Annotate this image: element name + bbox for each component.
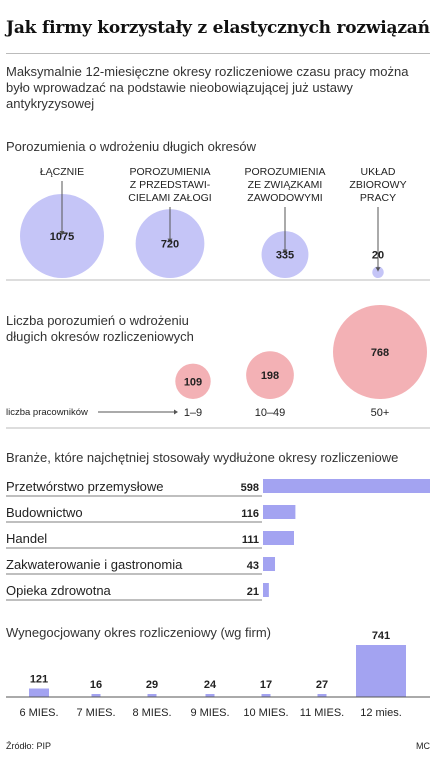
chart2-bubble-0: [175, 363, 211, 399]
chart3-category-label: Zakwaterowanie i gastronomia: [6, 557, 183, 572]
chart4-category-label: 11 MIES.: [300, 707, 344, 719]
chart4-value-label: 121: [30, 674, 48, 686]
chart1-category-label: ZBIOROWY: [349, 179, 406, 191]
chart4-value-label: 16: [90, 679, 102, 691]
chart4-category-label: 7 MIES.: [76, 707, 115, 719]
chart2-title: długich okresów rozliczeniowych: [6, 329, 194, 344]
author-credit: MC: [416, 741, 430, 751]
chart1-leader-arrow: [375, 267, 381, 272]
chart3-bar-0: [263, 479, 430, 493]
chart2-category-label: 50+: [371, 407, 390, 419]
chart3-category-label: Handel: [6, 531, 47, 546]
chart2-value-label: 768: [371, 347, 389, 359]
chart4-value-label: 24: [204, 679, 217, 691]
chart3-category-label: Przetwórstwo przemysłowe: [6, 479, 164, 494]
chart2-value-label: 109: [184, 376, 202, 388]
chart4-bar-0: [29, 688, 49, 697]
title-divider: [6, 53, 430, 54]
chart3-value-label: 116: [241, 508, 259, 520]
chart1-category-label: UKŁAD: [360, 166, 395, 178]
chart1-value-label: 1075: [50, 231, 74, 243]
chart1-category-label: CIELAMI ZAŁOGI: [128, 192, 211, 204]
chart1-category-label: PRACY: [360, 192, 396, 204]
chart3-category-label: Budownictwo: [6, 505, 83, 520]
chart1-title: Porozumienia o wdrożeniu długich okresów: [6, 139, 257, 154]
chart4-value-label: 27: [316, 679, 328, 691]
page-subtitle: Maksymalnie 12-miesięczne okresy rozlicz…: [6, 64, 409, 111]
chart4-value-label: 29: [146, 679, 158, 691]
chart3-category-label: Opieka zdrowotna: [6, 583, 112, 598]
chart4-category-label: 10 MIES.: [243, 707, 288, 719]
chart4-value-label: 741: [372, 630, 390, 642]
chart2-x-axis-label: liczba pracowników: [6, 407, 88, 418]
chart3-value-label: 43: [247, 560, 259, 572]
chart2-value-label: 198: [261, 370, 279, 382]
chart3-bar-1: [263, 505, 296, 519]
chart1-bubble-0: [20, 194, 104, 278]
chart3-bar-2: [263, 531, 294, 545]
page-title: Jak firmy korzystały z elastycznych rozw…: [6, 18, 430, 38]
chart2-bubble-2: [333, 305, 427, 399]
chart3-bar-4: [263, 583, 269, 597]
chart4-bar-1: [91, 694, 101, 697]
chart4-category-label: 6 MIES.: [19, 707, 58, 719]
chart1-category-label: ZAWODOWYMI: [247, 192, 322, 204]
chart1-leader-arrow: [167, 238, 173, 243]
chart2-bubble-1: [246, 351, 294, 400]
chart1-bubble-1: [135, 209, 205, 278]
chart3-bar-3: [263, 557, 276, 571]
chart1-bubble-3: [372, 266, 384, 278]
chart4-bar-5: [317, 694, 327, 697]
chart3-title: Branże, które najchętniej stosowały wydł…: [6, 450, 398, 465]
chart1-category-label: POROZUMIENIA: [244, 166, 325, 178]
chart2-category-label: 10–49: [255, 407, 286, 419]
chart4-title: Wynegocjowany okres rozliczeniowy (wg fi…: [6, 625, 271, 640]
chart2-title: Liczba porozumień o wdrożeniu: [6, 313, 189, 328]
source-note: Źródło: PIP: [6, 741, 51, 751]
chart4-bar-3: [205, 694, 215, 697]
chart4-bar-4: [261, 694, 271, 697]
chart1-bubble-2: [261, 231, 309, 278]
chart4-bar-6: [356, 645, 406, 697]
chart1-value-label: 20: [372, 250, 384, 262]
chart1-category-label: Z PRZEDSTAWI-: [130, 179, 211, 191]
chart3-value-label: 21: [247, 586, 259, 598]
chart4-category-label: 9 MIES.: [190, 707, 229, 719]
chart2-pointer-arrow: [174, 409, 178, 415]
chart3-value-label: 598: [241, 482, 259, 494]
chart1-leader-arrow: [282, 249, 288, 254]
chart3-value-label: 111: [242, 534, 259, 546]
chart4-category-label: 12 mies.: [360, 707, 402, 719]
chart4-bar-2: [147, 694, 157, 697]
chart4-category-label: 8 MIES.: [132, 707, 171, 719]
chart1-category-label: ŁĄCZNIE: [40, 166, 84, 178]
chart1-value-label: 335: [276, 250, 294, 262]
chart1-value-label: 720: [161, 239, 179, 251]
chart4-value-label: 17: [260, 679, 272, 691]
chart1-category-label: POROZUMIENIA: [129, 166, 210, 178]
chart2-category-label: 1–9: [184, 407, 202, 419]
chart1-category-label: ZE ZWIĄZKAMI: [248, 179, 323, 191]
chart1-leader-arrow: [59, 231, 65, 235]
